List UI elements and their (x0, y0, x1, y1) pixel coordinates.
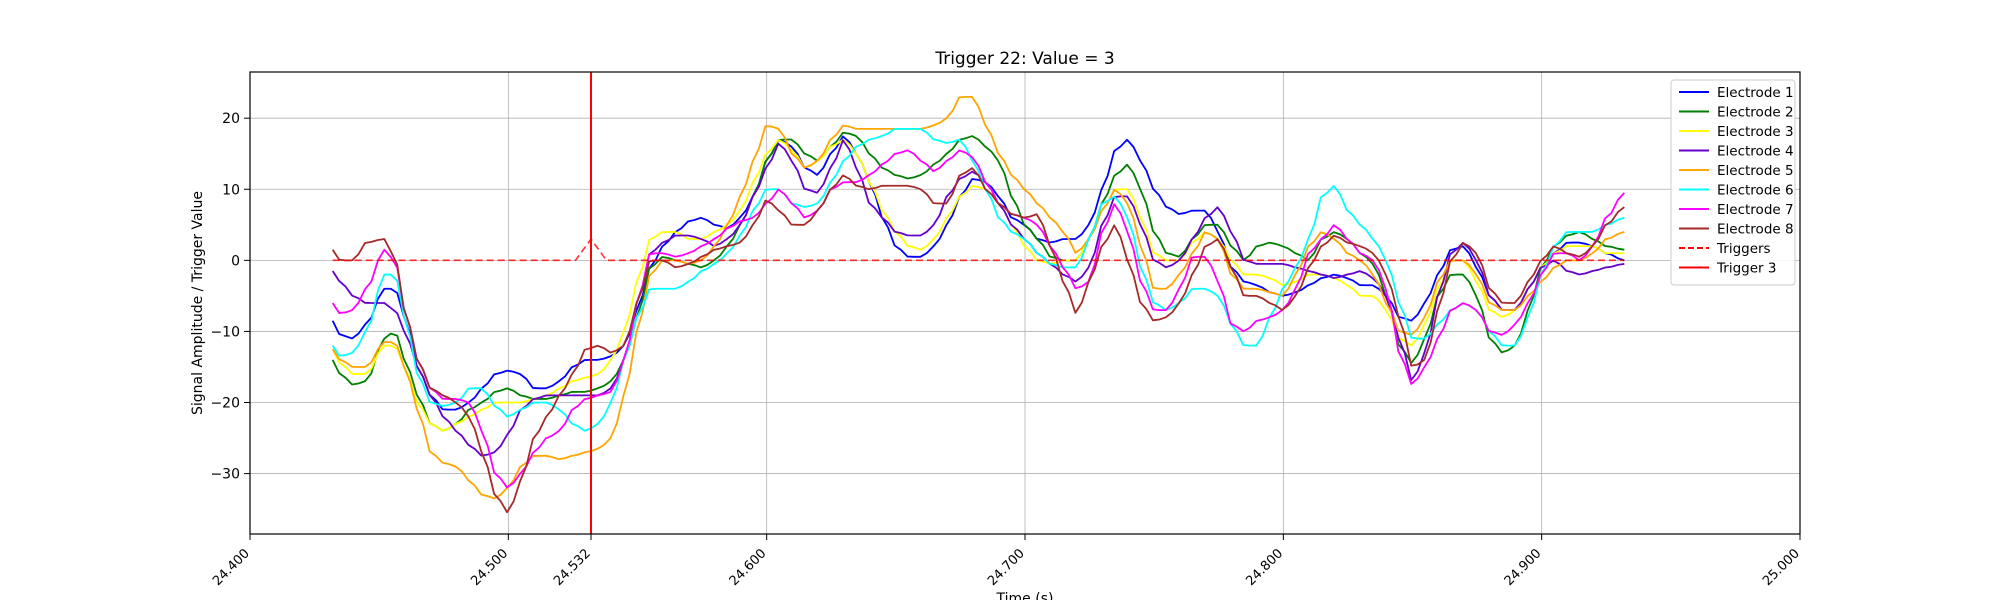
legend-label: Electrode 4 (1717, 144, 1794, 160)
x-axis-label: Time (s) (996, 591, 1054, 600)
series-line (331, 95, 1625, 500)
y-tick-label: −30 (210, 467, 240, 483)
chart-title: Trigger 22: Value = 3 (934, 49, 1114, 69)
legend-label: Trigger 3 (1716, 261, 1776, 277)
y-tick-label: −10 (210, 324, 240, 340)
legend-label: Electrode 1 (1717, 85, 1794, 101)
legend: Electrode 1 Electrode 2 Electrode 3 Electro… (1670, 79, 1796, 286)
legend-label: Electrode 6 (1717, 183, 1794, 199)
series-line (331, 149, 1625, 489)
series-line (331, 135, 1625, 411)
legend-label: Electrode 7 (1717, 202, 1794, 218)
y-tick-label: 0 (231, 253, 240, 269)
plot-frame (249, 71, 1801, 535)
legend-label: Electrode 5 (1717, 163, 1794, 179)
series-line (331, 127, 1625, 432)
series-line (331, 167, 1625, 514)
legend-label: Electrode 3 (1717, 124, 1794, 140)
y-axis-label: Signal Amplitude / Trigger Value (190, 191, 206, 415)
y-tick-label: 20 (222, 111, 240, 127)
legend-label: Electrode 2 (1717, 105, 1794, 121)
legend-label: Triggers (1716, 241, 1771, 257)
legend-label: Electrode 8 (1717, 222, 1794, 238)
series-layer (331, 72, 1625, 534)
y-tick-label: −20 (210, 396, 240, 412)
y-tick-label: 10 (222, 182, 240, 198)
